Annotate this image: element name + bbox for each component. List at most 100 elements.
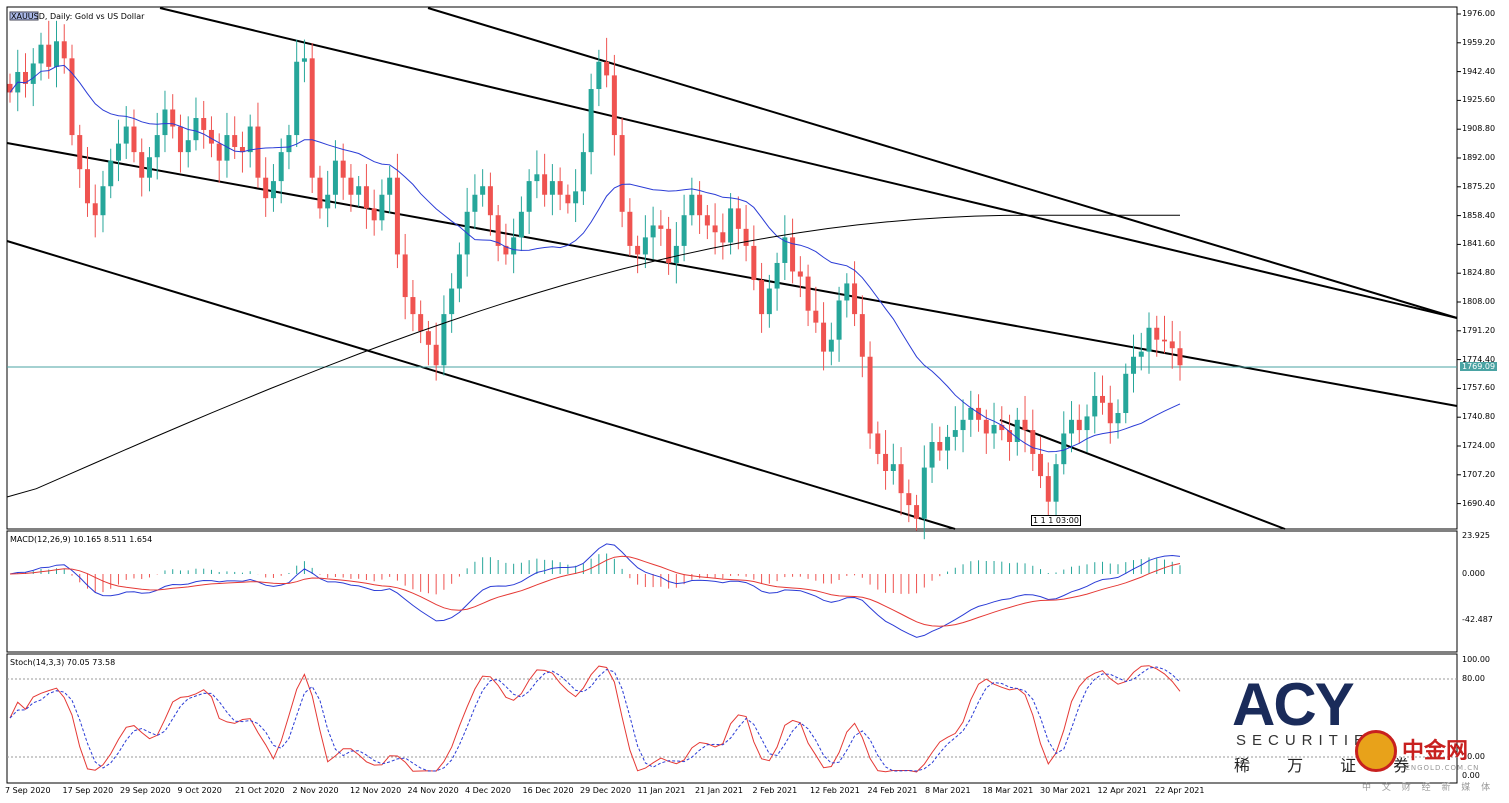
candle-body bbox=[673, 245, 679, 263]
date-tick: 29 Dec 2020 bbox=[580, 786, 632, 795]
candle-body bbox=[836, 300, 842, 340]
candle-body bbox=[46, 44, 52, 67]
date-tick: 30 Mar 2021 bbox=[1040, 786, 1091, 795]
candle-body bbox=[890, 464, 896, 471]
candle-body bbox=[387, 177, 393, 195]
candle-body bbox=[263, 177, 269, 199]
candle-body bbox=[309, 58, 315, 178]
candle-body bbox=[208, 129, 214, 144]
date-tick: 8 Mar 2021 bbox=[925, 786, 971, 795]
candle-body bbox=[774, 262, 780, 289]
candle-body bbox=[790, 237, 796, 272]
candle-body bbox=[1092, 395, 1098, 417]
channel-line bbox=[6, 240, 956, 530]
candle-body bbox=[704, 215, 710, 226]
candle-body bbox=[952, 430, 958, 437]
candle-body bbox=[1069, 419, 1075, 434]
date-tick: 2 Feb 2021 bbox=[752, 786, 798, 795]
candle-body bbox=[193, 118, 199, 141]
candle-body bbox=[1076, 419, 1082, 431]
candle-body bbox=[743, 228, 749, 246]
candle-body bbox=[689, 194, 695, 216]
price-tick: 1841.60 bbox=[1462, 239, 1496, 249]
date-tick: 21 Oct 2020 bbox=[235, 786, 285, 795]
candle-body bbox=[449, 288, 455, 315]
candle-body bbox=[728, 208, 734, 243]
candle-body bbox=[596, 61, 602, 90]
candle-body bbox=[1107, 402, 1113, 424]
candle-body bbox=[255, 126, 261, 178]
candle-body bbox=[201, 118, 207, 130]
candle-body bbox=[340, 160, 346, 178]
candle-body bbox=[844, 283, 850, 301]
candle-body bbox=[526, 181, 532, 212]
candle-body bbox=[410, 297, 416, 315]
logo-sub: SECURITIES bbox=[1236, 732, 1387, 749]
candle-body bbox=[805, 276, 811, 311]
candle-body bbox=[991, 424, 997, 434]
candle-body bbox=[402, 254, 408, 298]
candle-body bbox=[108, 160, 114, 187]
candle-body bbox=[456, 254, 462, 289]
watermark-cngold-sub: CNGOLD.COM.CN bbox=[1405, 764, 1480, 772]
candle-body bbox=[216, 143, 222, 161]
candle-body bbox=[139, 152, 145, 178]
macd-tick: 0.000 bbox=[1462, 569, 1485, 578]
price-tick: 1707.20 bbox=[1462, 469, 1496, 479]
candle-body bbox=[325, 194, 331, 209]
candle-body bbox=[542, 174, 548, 195]
date-tick: 16 Dec 2020 bbox=[522, 786, 574, 795]
candle-body bbox=[1138, 351, 1144, 357]
candle-body bbox=[929, 442, 935, 468]
stoch-tick: 0.00 bbox=[1462, 771, 1480, 780]
price-tick: 1690.40 bbox=[1462, 498, 1496, 508]
candle-body bbox=[472, 194, 478, 212]
candle-body bbox=[604, 61, 610, 76]
date-tick: 12 Nov 2020 bbox=[350, 786, 402, 795]
price-tick: 1791.20 bbox=[1462, 325, 1496, 335]
date-tick: 7 Sep 2020 bbox=[5, 786, 51, 795]
candle-body bbox=[549, 181, 555, 195]
candle-body bbox=[38, 44, 44, 64]
candle-body bbox=[945, 436, 951, 451]
candle-body bbox=[797, 271, 803, 277]
candle-body bbox=[720, 232, 726, 243]
candle-body bbox=[394, 177, 400, 255]
date-tick: 12 Feb 2021 bbox=[810, 786, 860, 795]
candle-body bbox=[495, 215, 501, 246]
candle-body bbox=[611, 75, 617, 136]
candle-body bbox=[30, 63, 36, 84]
candle-body bbox=[53, 41, 59, 67]
stoch-k-line bbox=[9, 665, 1181, 773]
price-tick: 1875.20 bbox=[1462, 181, 1496, 191]
candle-body bbox=[294, 61, 300, 136]
candle-body bbox=[332, 160, 338, 195]
candle-body bbox=[681, 215, 687, 246]
candle-body bbox=[859, 314, 865, 357]
candle-body bbox=[77, 135, 83, 170]
candle-body bbox=[84, 169, 90, 204]
date-tick: 24 Nov 2020 bbox=[407, 786, 459, 795]
date-tick: 24 Feb 2021 bbox=[867, 786, 918, 795]
channel-line bbox=[159, 7, 1458, 319]
price-tick: 1892.00 bbox=[1462, 153, 1496, 162]
candle-body bbox=[123, 126, 129, 144]
candle-body bbox=[697, 194, 703, 216]
candle-body bbox=[937, 442, 943, 451]
candle-body bbox=[751, 245, 757, 281]
candle-body bbox=[635, 245, 641, 255]
candle-body bbox=[875, 433, 881, 454]
candle-body bbox=[162, 109, 168, 136]
stoch-d-line bbox=[9, 666, 1181, 772]
date-tick: 9 Oct 2020 bbox=[177, 786, 222, 795]
candle-body bbox=[1007, 430, 1013, 443]
candle-body bbox=[666, 228, 672, 263]
candle-body bbox=[1123, 373, 1129, 414]
candle-body bbox=[100, 186, 106, 216]
candle-body bbox=[557, 181, 563, 195]
candle-body bbox=[232, 135, 238, 148]
candle-body bbox=[821, 322, 827, 352]
price-tick: 1858.40 bbox=[1462, 210, 1496, 220]
candle-body bbox=[573, 191, 579, 204]
